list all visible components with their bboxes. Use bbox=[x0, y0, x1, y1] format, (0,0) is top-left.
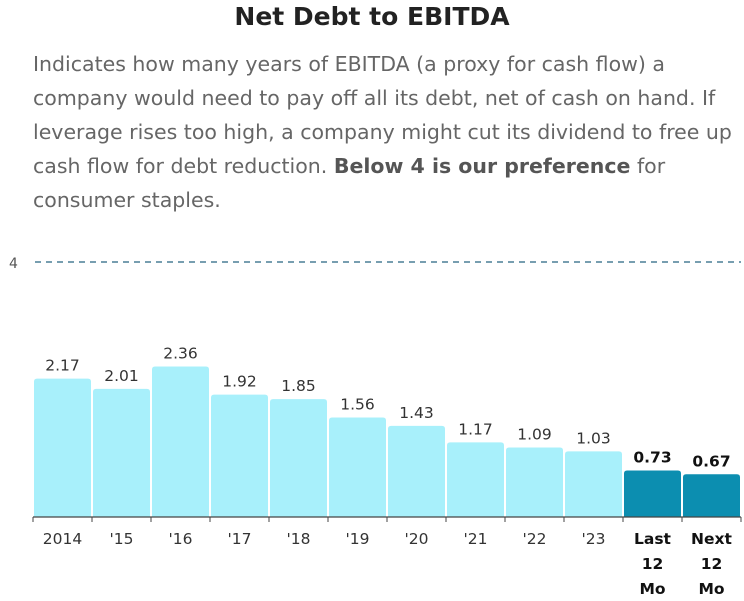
bar bbox=[388, 425, 445, 517]
bar-value-label: 1.92 bbox=[222, 373, 257, 391]
x-tick-label: 2014 bbox=[43, 530, 82, 548]
bar bbox=[329, 417, 386, 517]
x-tick-label: '15 bbox=[110, 530, 134, 548]
reference-line-group: 4 bbox=[9, 256, 741, 272]
bar-value-label: 1.17 bbox=[458, 420, 493, 438]
bar-value-label: 0.67 bbox=[692, 452, 730, 470]
x-tick-label: '20 bbox=[405, 530, 429, 548]
description-text-end: for consumer staples. bbox=[33, 154, 666, 212]
x-tick-label: Last 12 Mo bbox=[634, 530, 672, 598]
bar-value-label: 1.09 bbox=[517, 426, 552, 444]
bar-value-label: 2.01 bbox=[104, 367, 139, 385]
x-tick-label: '18 bbox=[287, 530, 311, 548]
bar bbox=[152, 366, 209, 517]
bar bbox=[683, 474, 740, 517]
description-emphasis: Below 4 is our preference bbox=[333, 154, 631, 178]
x-tick-label: '21 bbox=[464, 530, 488, 548]
description-text: Indicates how many years of EBITDA (a pr… bbox=[33, 52, 732, 178]
bar-value-label: 1.56 bbox=[340, 396, 375, 414]
bar bbox=[447, 442, 504, 517]
bar bbox=[506, 447, 563, 517]
chart-description: Indicates how many years of EBITDA (a pr… bbox=[33, 47, 733, 217]
bar-value-label: 1.03 bbox=[576, 429, 611, 447]
x-tick-label: '23 bbox=[582, 530, 606, 548]
bar bbox=[270, 399, 327, 517]
bar bbox=[624, 470, 681, 517]
x-tick-label: '22 bbox=[523, 530, 547, 548]
bar-value-label: 2.36 bbox=[163, 345, 198, 363]
bar-value-label: 1.85 bbox=[281, 377, 316, 395]
bar bbox=[565, 451, 622, 517]
bar bbox=[93, 388, 150, 517]
bar bbox=[211, 394, 268, 517]
x-tick-label: '16 bbox=[169, 530, 193, 548]
x-axis: 2014 '15 '16 '17 '18 '19 '20 '21 '22 '23 Last 12 Mo N… bbox=[32, 516, 742, 598]
bar-value-label: 1.43 bbox=[399, 404, 434, 422]
bar-value-label: 0.73 bbox=[633, 448, 671, 466]
bar bbox=[34, 378, 91, 517]
bars-group: 2.17 2.01 2.36 1.92 1.85 1.56 1.43 1.17 1.09 1.03… bbox=[34, 345, 740, 517]
chart-title: Net Debt to EBITDA bbox=[234, 2, 510, 31]
x-tick-label: '19 bbox=[346, 530, 370, 548]
reference-line-label: 4 bbox=[9, 256, 18, 272]
x-tick-label: '17 bbox=[228, 530, 252, 548]
bar-value-label: 2.17 bbox=[45, 357, 80, 375]
x-tick-label: Next 12 Mo bbox=[691, 530, 732, 598]
